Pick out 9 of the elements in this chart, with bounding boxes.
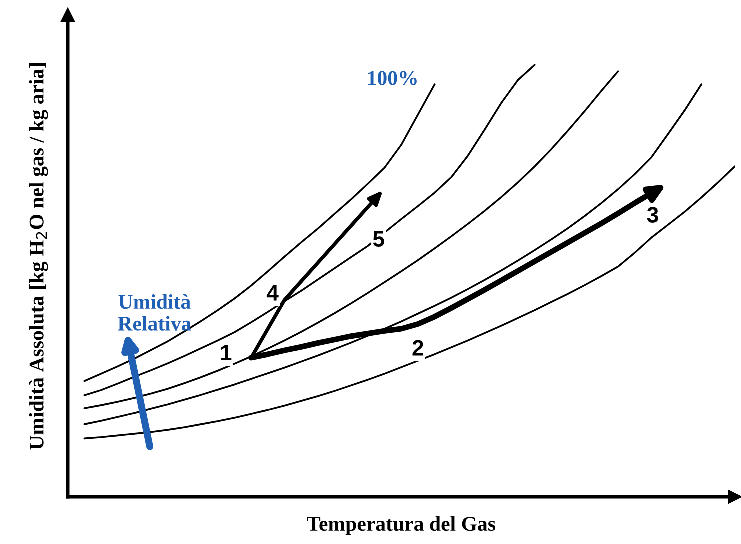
y-axis-title: Umidità Assoluta [kg H$_{2}$O nel gas / kg aria] [29,63,48,450]
annotation: 4 [266,286,279,301]
annotation: 2 [412,340,424,356]
x-axis-title: Temperatura del Gas [307,516,496,536]
annotation: Umidità Relativa [118,294,192,331]
annotation: 100% [368,71,417,86]
annotation: 5 [373,232,384,248]
annotation: 3 [647,207,658,223]
annotation: 1 [221,345,232,361]
